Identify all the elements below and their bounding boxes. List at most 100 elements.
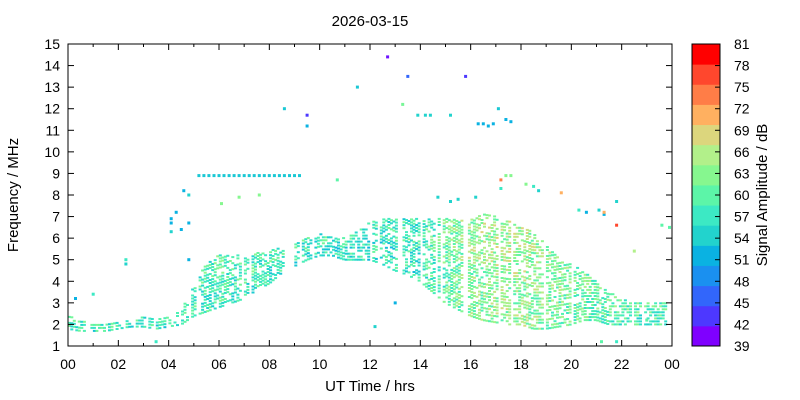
data-cell: [553, 277, 557, 280]
data-cell: [437, 221, 441, 223]
data-cell: [528, 257, 532, 259]
data-point: [600, 340, 603, 344]
data-cell: [223, 258, 227, 261]
data-cell: [488, 320, 491, 323]
data-cell: [520, 230, 524, 233]
data-cell: [221, 301, 225, 304]
data-cell: [644, 305, 648, 308]
data-cell: [90, 323, 94, 326]
data-cell: [505, 290, 509, 292]
data-cell: [545, 312, 549, 315]
data-cell: [455, 274, 459, 277]
data-cell: [394, 227, 398, 230]
data-cell: [495, 315, 499, 318]
data-cell: [422, 229, 426, 232]
data-cell: [566, 296, 570, 299]
data-cell: [513, 238, 517, 241]
data-cell: [515, 272, 519, 275]
data-cell: [259, 280, 262, 283]
data-cell: [437, 290, 441, 293]
data-cell: [626, 305, 630, 308]
data-cell: [100, 323, 104, 326]
data-cell: [442, 300, 446, 303]
data-cell: [427, 224, 431, 227]
data-cell: [488, 277, 491, 280]
data-point: [124, 262, 128, 266]
data-cell: [349, 234, 353, 237]
data-cell: [251, 276, 255, 279]
data-cell: [410, 251, 413, 254]
data-cell: [515, 260, 519, 262]
data-cell: [548, 318, 552, 320]
data-cell: [417, 276, 421, 279]
colorbar-segment: [692, 44, 720, 65]
data-cell: [103, 329, 106, 332]
data-cell: [276, 262, 280, 265]
data-cell: [452, 270, 456, 273]
data-cell: [548, 284, 552, 287]
data-cell: [556, 286, 559, 289]
data-cell: [566, 309, 570, 311]
y-tick-label: 7: [52, 209, 60, 225]
data-cell: [508, 235, 512, 238]
data-cell: [309, 239, 313, 242]
data-cell: [405, 237, 408, 240]
data-cell: [525, 271, 529, 274]
data-cell: [634, 311, 637, 314]
data-cell: [186, 304, 189, 306]
data-cell: [359, 249, 363, 252]
data-cell: [430, 244, 434, 247]
data-cell: [274, 252, 278, 255]
data-cell: [523, 288, 527, 291]
data-cell: [538, 255, 542, 258]
data-cell: [586, 307, 590, 309]
data-cell: [143, 316, 147, 319]
data-cell: [382, 254, 386, 257]
data-cell: [394, 242, 398, 245]
data-cell: [488, 296, 491, 298]
data-cell: [442, 285, 446, 288]
data-cell: [493, 290, 497, 293]
data-cell: [217, 174, 221, 178]
data-cell: [480, 291, 484, 294]
data-cell: [493, 296, 497, 299]
data-cell: [202, 174, 206, 178]
data-cell: [520, 320, 524, 323]
data-cell: [664, 305, 668, 308]
data-cell: [538, 291, 542, 294]
data-cell: [77, 326, 81, 329]
data-cell: [437, 257, 441, 260]
data-cell: [140, 316, 144, 319]
data-cell: [430, 241, 434, 244]
data-cell: [467, 314, 471, 317]
data-cell: [374, 224, 378, 227]
data-cell: [452, 276, 456, 279]
data-cell: [470, 291, 474, 294]
data-cell: [490, 302, 494, 305]
data-cell: [329, 242, 333, 245]
data-cell: [349, 237, 353, 240]
data-cell: [500, 246, 504, 249]
data-cell: [176, 315, 179, 317]
data-cell: [556, 316, 559, 319]
data-cell: [183, 302, 187, 305]
data-cell: [626, 308, 630, 311]
data-cell: [231, 256, 235, 259]
data-cell: [67, 321, 71, 324]
data-cell: [523, 255, 527, 258]
data-cell: [508, 229, 512, 232]
data-cell: [457, 266, 461, 269]
data-cell: [216, 255, 220, 258]
data-cell: [475, 235, 479, 238]
data-cell: [415, 227, 419, 229]
data-cell: [488, 244, 491, 247]
data-cell: [551, 326, 554, 329]
data-cell: [246, 285, 250, 288]
data-cell: [218, 254, 222, 257]
y-tick-label: 15: [44, 36, 60, 52]
data-cell: [460, 237, 464, 240]
data-cell: [525, 259, 529, 262]
data-cell: [238, 271, 242, 274]
data-cell: [266, 280, 270, 283]
y-tick-label: 9: [52, 165, 60, 181]
